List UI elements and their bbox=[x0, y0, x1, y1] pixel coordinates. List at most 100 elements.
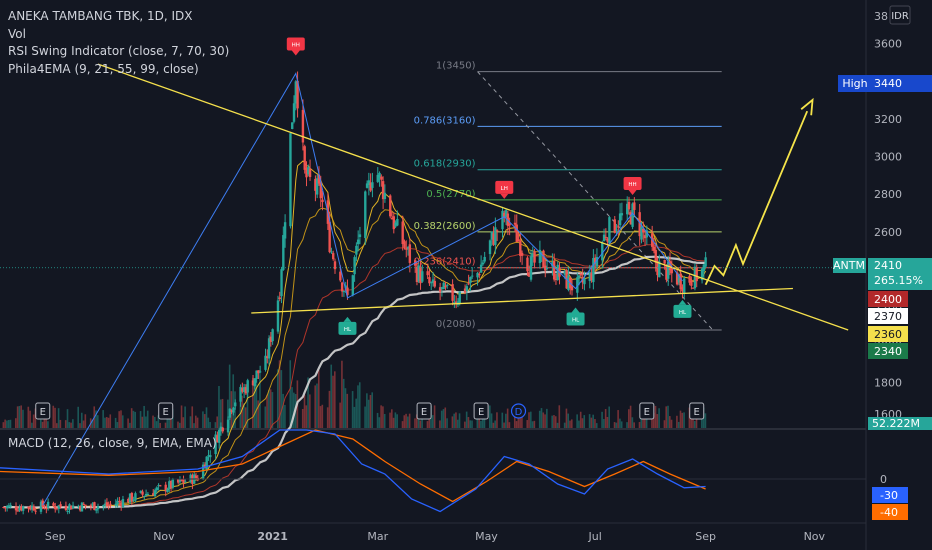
earnings-marker: E bbox=[158, 402, 174, 420]
volume-bar bbox=[394, 412, 397, 428]
volume-bar bbox=[57, 408, 60, 428]
volume-bar bbox=[184, 406, 186, 428]
trendline-ascending bbox=[251, 287, 793, 314]
candle-body bbox=[66, 511, 69, 513]
volume-bar bbox=[321, 404, 324, 428]
projection-path bbox=[704, 110, 809, 286]
candle-body bbox=[205, 456, 208, 470]
candle-body bbox=[321, 199, 324, 203]
candle-body bbox=[214, 434, 217, 455]
candle-body bbox=[431, 279, 435, 283]
candle-body bbox=[20, 506, 23, 511]
marker-shape bbox=[639, 402, 655, 420]
volume-bar bbox=[29, 410, 31, 428]
candle-body bbox=[264, 355, 267, 370]
volume-bar bbox=[478, 419, 480, 428]
volume-bar bbox=[252, 377, 254, 428]
marker-shape bbox=[473, 402, 489, 420]
macd-value-box bbox=[872, 487, 908, 503]
marker-text: E bbox=[40, 407, 46, 418]
volume-bar bbox=[102, 410, 104, 428]
legend-ema[interactable]: Phila4EMA (9, 21, 55, 99, close) bbox=[8, 61, 199, 76]
candle-body bbox=[433, 280, 436, 287]
earnings-marker: E bbox=[416, 402, 432, 420]
volume-bar bbox=[533, 420, 536, 428]
legend-volume[interactable]: Vol bbox=[8, 26, 26, 41]
candle-body bbox=[421, 271, 424, 282]
candle-body bbox=[109, 503, 112, 505]
volume-label: 52.222M bbox=[872, 417, 920, 430]
volume-bar bbox=[84, 414, 87, 428]
candle-body bbox=[46, 501, 50, 508]
candle-body bbox=[618, 213, 622, 226]
volume-bar bbox=[358, 382, 361, 428]
candle-body bbox=[355, 245, 358, 255]
volume-bar bbox=[480, 420, 482, 428]
volume-bar bbox=[155, 421, 158, 428]
volume-bar bbox=[27, 406, 30, 428]
volume-bar bbox=[563, 422, 566, 428]
candle-body bbox=[27, 506, 30, 509]
candle-body bbox=[4, 507, 7, 509]
swing-label-box bbox=[623, 177, 642, 191]
candle-body bbox=[45, 508, 48, 510]
price-label-white: 2370 bbox=[868, 308, 908, 324]
price-label-yellow: 2360 bbox=[868, 326, 908, 342]
candle-body bbox=[21, 506, 25, 511]
candle-body bbox=[54, 506, 57, 510]
marker-text: E bbox=[694, 407, 700, 418]
volume-bar bbox=[663, 420, 666, 428]
candle-body bbox=[579, 273, 583, 276]
time-tick: Nov bbox=[153, 530, 175, 543]
candle-body bbox=[390, 217, 394, 220]
volume-bar bbox=[403, 415, 406, 428]
candle-body bbox=[615, 229, 618, 231]
volume-bar bbox=[317, 370, 320, 428]
earnings-marker: E bbox=[473, 402, 489, 420]
candle-body bbox=[515, 224, 518, 243]
volume-bar bbox=[419, 420, 422, 428]
swing-label-text: LH bbox=[501, 186, 508, 192]
volume-bar bbox=[218, 386, 220, 428]
candle-body bbox=[93, 502, 96, 511]
candle-body bbox=[282, 235, 285, 270]
price-label-value: 2410 bbox=[874, 259, 902, 272]
candle-body bbox=[34, 510, 37, 512]
volume-bar bbox=[219, 399, 222, 428]
macd-line bbox=[0, 429, 706, 513]
candle-body bbox=[356, 239, 360, 245]
candle-body bbox=[141, 491, 144, 495]
price-tick: 1800 bbox=[874, 377, 902, 390]
volume-bar bbox=[613, 422, 616, 428]
candle-body bbox=[406, 247, 410, 249]
candle-body bbox=[405, 248, 408, 250]
candle-body bbox=[239, 386, 242, 402]
volume-bar bbox=[47, 421, 49, 428]
candle-body bbox=[430, 282, 433, 284]
price-tick: 2600 bbox=[874, 226, 902, 239]
candle-body bbox=[314, 178, 317, 191]
swing-label-hl: HL bbox=[673, 299, 692, 318]
volume-bar bbox=[9, 419, 12, 428]
volume-bar bbox=[31, 422, 33, 428]
volume-bar bbox=[177, 421, 179, 428]
swing-label-text: HH bbox=[292, 43, 300, 49]
volume-bar bbox=[588, 414, 591, 428]
legend-rsi[interactable]: RSI Swing Indicator (close, 7, 70, 30) bbox=[8, 44, 230, 58]
volume-bar bbox=[152, 415, 154, 428]
volume-bar bbox=[446, 418, 448, 428]
candle-body bbox=[567, 275, 570, 290]
volume-bar bbox=[444, 407, 447, 428]
volume-bar bbox=[141, 416, 144, 428]
volume-bar bbox=[278, 360, 281, 428]
volume-bar bbox=[615, 422, 618, 428]
candle-body bbox=[503, 212, 506, 218]
macd-legend[interactable]: MACD (12, 26, close, 9, EMA, EMA) bbox=[8, 436, 217, 450]
candle-body bbox=[166, 489, 169, 492]
volume-bar bbox=[129, 422, 131, 428]
volume-bar bbox=[578, 420, 580, 428]
swing-label-hh: HH bbox=[623, 177, 642, 196]
volume-bar bbox=[439, 420, 441, 428]
candle-body bbox=[228, 408, 232, 418]
